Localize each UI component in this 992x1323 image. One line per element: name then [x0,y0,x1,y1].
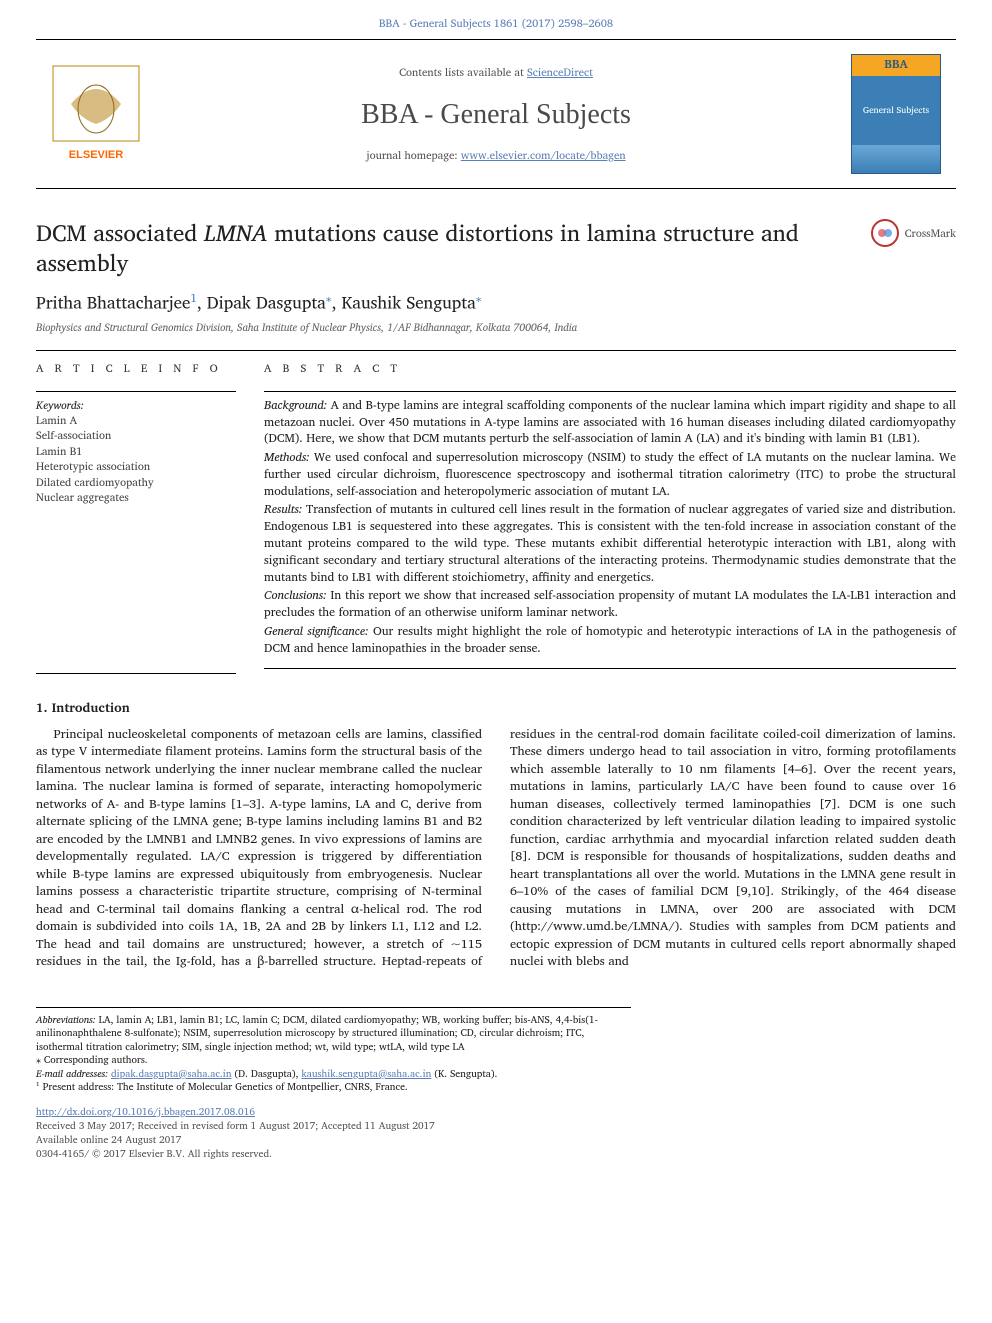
abstract-significance: General significance: Our results might … [264,624,956,658]
footer-block: http://dx.doi.org/10.1016/j.bbagen.2017.… [36,1105,956,1161]
keywords-list: Lamin A Self-association Lamin B1 Hetero… [36,413,236,505]
paper-title: DCM associated LMNA mutations cause dist… [36,219,956,279]
available-line: Available online 24 August 2017 [36,1133,956,1147]
homepage-line: journal homepage: www.elsevier.com/locat… [156,148,836,163]
bba-cover-art [852,145,940,173]
author-2: Dipak Dasgupta [207,290,326,317]
crossmark-icon [871,219,899,247]
bba-cover-subtitle: General Subjects [852,102,940,119]
abstract-conclusions: Conclusions: In this report we show that… [264,588,956,622]
authors-line: Pritha Bhattacharjee1, Dipak Dasgupta⁎, … [36,291,956,315]
abbrev-text: LA, lamin A; LB1, lamin B1; LC, lamin C;… [36,1012,598,1055]
author-1: Pritha Bhattacharjee [36,290,190,317]
abs-text: Transfection of mutants in cultured cell… [264,500,956,586]
copyright-line: 0304-4165/ © 2017 Elsevier B.V. All righ… [36,1147,956,1161]
abs-text: Our results might highlight the role of … [264,622,956,658]
journal-name: BBA - General Subjects [156,95,836,134]
author-2-sup: ⁎ [326,289,332,308]
divider [264,391,956,392]
contents-line-prefix: Contents lists available at [399,63,527,81]
present-address-note: ¹ Present address: The Institute of Mole… [36,1081,631,1095]
article-info-heading: A R T I C L E I N F O [36,361,236,376]
bba-cover-title: BBA [852,55,940,76]
crossmark-label: CrossMark [905,226,956,241]
contents-line: Contents lists available at ScienceDirec… [156,65,836,80]
bba-cover-icon: BBA General Subjects [851,54,941,174]
footnotes: Abbreviations: LA, lamin A; LB1, lamin B… [36,1007,631,1095]
title-block: DCM associated LMNA mutations cause dist… [36,219,956,334]
abs-text: In this report we show that increased se… [264,586,956,622]
abstract-heading: A B S T R A C T [264,361,956,376]
divider [36,673,236,674]
abs-text: We used confocal and superresolution mic… [264,448,956,501]
publisher-logo-region: ELSEVIER [36,40,156,188]
abbreviations-line: Abbreviations: LA, lamin A; LB1, lamin B… [36,1014,631,1055]
crossmark-badge[interactable]: CrossMark [871,219,956,247]
journal-homepage-link[interactable]: www.elsevier.com/locate/bbagen [461,146,626,164]
abstract-results: Results: Transfection of mutants in cult… [264,502,956,586]
divider [264,668,956,669]
author-3-sup: ⁎ [476,289,482,308]
journal-header-center: Contents lists available at ScienceDirec… [156,40,836,188]
abstract-methods: Methods: We used confocal and superresol… [264,450,956,500]
abs-text: A and B-type lamins are integral scaffol… [264,396,956,449]
sciencedirect-link[interactable]: ScienceDirect [527,63,593,81]
intro-paragraph: Principal nucleoskeletal components of m… [36,726,956,971]
keyword-item: Nuclear aggregates [36,490,236,505]
divider [36,350,956,351]
author-1-sup: 1 [190,289,197,308]
article-info-column: A R T I C L E I N F O Keywords: Lamin A … [36,361,236,668]
affiliation: Biophysics and Structural Genomics Divis… [36,320,956,335]
abstract-column: A B S T R A C T Background: A and B-type… [264,361,956,668]
meta-block: A R T I C L E I N F O Keywords: Lamin A … [36,361,956,668]
elsevier-logo-icon: ELSEVIER [51,64,141,164]
author-3: Kaushik Sengupta [341,290,475,317]
homepage-prefix: journal homepage: [366,146,460,164]
svg-text:ELSEVIER: ELSEVIER [69,149,123,161]
intro-heading: 1. Introduction [36,698,956,716]
divider [36,391,236,392]
journal-citation: BBA - General Subjects 1861 (2017) 2598–… [0,16,992,31]
abstract-background: Background: A and B-type lamins are inte… [264,398,956,448]
journal-cover-region: BBA General Subjects [836,40,956,188]
intro-body: Principal nucleoskeletal components of m… [36,726,956,971]
received-line: Received 3 May 2017; Received in revised… [36,1119,956,1133]
journal-header: ELSEVIER Contents lists available at Sci… [36,39,956,189]
title-part-italic: LMNA [204,214,268,252]
email-paren: (K. Sengupta). [431,1066,497,1082]
